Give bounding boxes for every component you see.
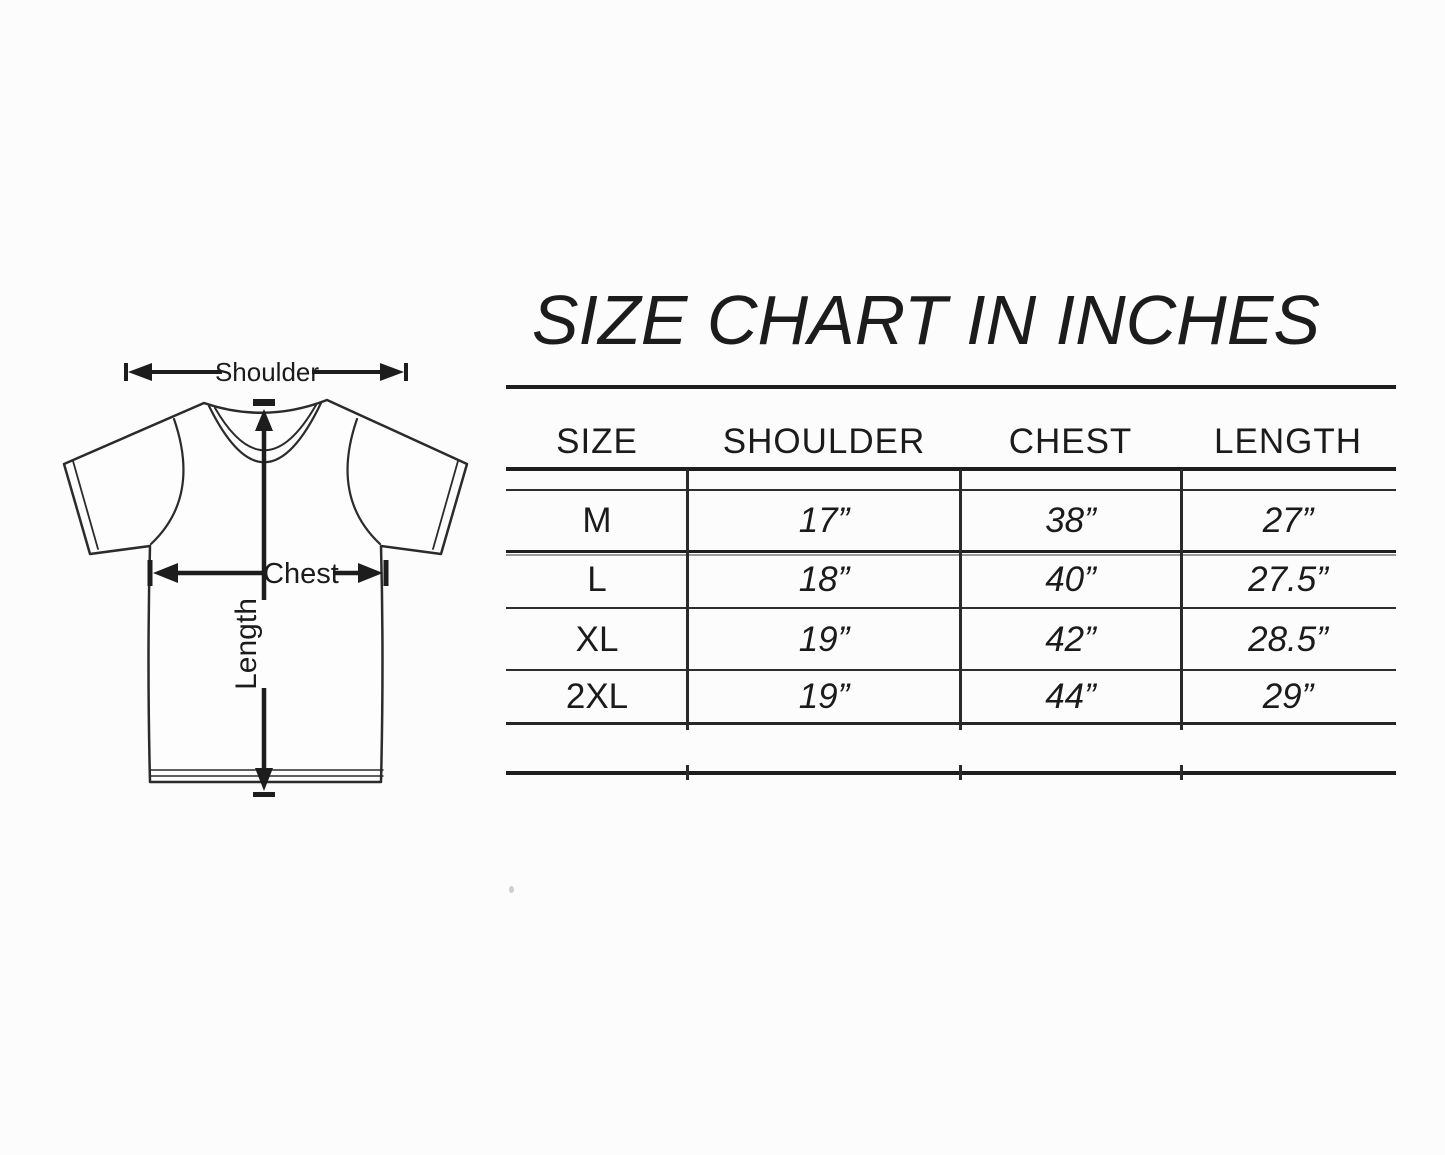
chest-value: 38” xyxy=(1045,501,1096,540)
right-armhole-seam xyxy=(346,417,382,546)
table-bottom-rule xyxy=(506,771,1396,775)
hem-bottom-tick xyxy=(253,792,275,797)
column-divider-2 xyxy=(959,469,962,730)
shoulder-label: Shoulder xyxy=(215,357,319,387)
chest-label: Chest xyxy=(263,558,339,590)
chest-value: 44” xyxy=(1045,677,1096,716)
column-divider-3 xyxy=(1180,469,1183,730)
shoulder-value: 17” xyxy=(798,501,850,540)
length-value: 27.5” xyxy=(1248,560,1328,599)
length-value: 28.5” xyxy=(1248,620,1328,659)
column-header-length: LENGTH xyxy=(1214,422,1362,461)
table-top-rule xyxy=(506,385,1396,389)
chest-value: 42” xyxy=(1045,620,1096,659)
size-label: M xyxy=(582,501,612,540)
column-header-shoulder: SHOULDER xyxy=(722,422,926,461)
row-divider-m-shadow xyxy=(506,554,1396,556)
bottom-rule-tick-1 xyxy=(686,765,689,780)
column-header-size: SIZE xyxy=(556,422,638,461)
row-divider-2xl xyxy=(506,722,1396,725)
shoulder-measure-arrow xyxy=(124,363,408,381)
column-header-chest: CHEST xyxy=(1008,422,1133,461)
column-divider-1 xyxy=(686,469,689,730)
row-divider-l xyxy=(506,607,1396,609)
left-armhole-seam xyxy=(149,417,185,546)
length-label: Length xyxy=(230,598,263,690)
table-subheader-rule xyxy=(506,489,1396,491)
right-sleeve-hem xyxy=(432,460,459,550)
length-measure-arrow xyxy=(255,409,273,791)
chest-value: 40” xyxy=(1045,560,1096,599)
length-value: 27” xyxy=(1262,501,1314,540)
scan-artifact-dot xyxy=(509,886,514,893)
size-label: XL xyxy=(575,620,619,659)
size-label: 2XL xyxy=(565,677,629,716)
size-label: L xyxy=(587,560,607,599)
shoulder-value: 19” xyxy=(798,677,850,716)
left-sleeve-hem xyxy=(72,460,99,550)
table-header-rule xyxy=(506,467,1396,471)
row-divider-xl xyxy=(506,669,1396,671)
shoulder-value: 19” xyxy=(798,620,850,659)
bottom-rule-tick-3 xyxy=(1180,765,1183,780)
bottom-rule-tick-2 xyxy=(959,765,962,780)
chest-measure-arrow xyxy=(147,560,389,586)
row-divider-m xyxy=(506,550,1396,553)
collar-top-bar xyxy=(253,399,275,406)
chart-title: SIZE CHART IN INCHES xyxy=(531,281,1321,359)
shoulder-value: 18” xyxy=(798,560,850,599)
length-value: 29” xyxy=(1262,677,1314,716)
